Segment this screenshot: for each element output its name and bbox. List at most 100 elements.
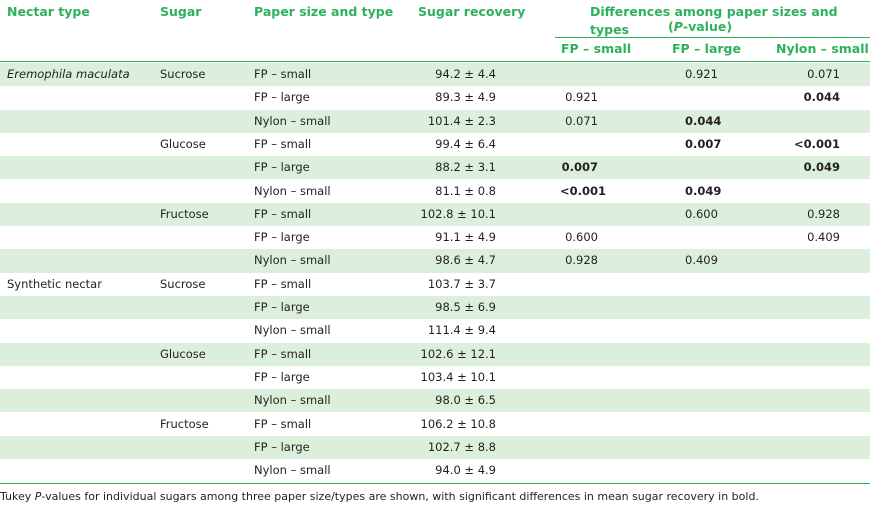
cell-sugar: Glucose — [160, 346, 206, 361]
cell-sugar: Sucrose — [160, 276, 206, 291]
table-row: Fructose FP – small 106.2 ± 10.8 — [0, 413, 870, 436]
cell-paper: FP – small — [254, 416, 312, 431]
footnote-after: -values for individual sugars among thre… — [41, 490, 759, 503]
cell-recovery: 103.7 ± 3.7 — [427, 276, 496, 291]
cell-sugar: Glucose — [160, 136, 206, 151]
cell-p-nylon-small: 0.044 — [803, 90, 840, 105]
cell-recovery: 99.4 ± 6.4 — [435, 136, 496, 151]
cell-p-fp-small: 0.071 — [565, 113, 598, 128]
cell-recovery: 91.1 ± 4.9 — [435, 230, 496, 245]
cell-paper: FP – large — [254, 439, 310, 454]
cell-p-fp-small: 0.600 — [565, 230, 598, 245]
cell-recovery: 102.8 ± 10.1 — [420, 206, 496, 221]
cell-p-fp-large — [685, 273, 715, 296]
cell-p-fp-small — [560, 296, 598, 319]
cell-recovery: 103.4 ± 10.1 — [420, 369, 496, 384]
cell-p-nylon-small — [780, 436, 840, 459]
cell-p-fp-large: 0.049 — [685, 183, 722, 198]
cell-p-nylon-small: 0.071 — [807, 67, 840, 81]
table-row: FP – large 88.2 ± 3.1 0.007 0.049 — [0, 156, 870, 180]
cell-paper: FP – small — [254, 346, 312, 361]
cell-recovery: 106.2 ± 10.8 — [420, 416, 496, 431]
cell-p-fp-large — [685, 459, 715, 482]
cell-p-nylon-small — [780, 319, 840, 342]
cell-p-nylon-small — [780, 343, 840, 366]
cell-paper: FP – small — [254, 276, 312, 291]
cell-paper: Nylon – small — [254, 113, 331, 128]
header-pvalue-p: P — [673, 19, 683, 34]
cell-p-nylon-small: <0.001 — [793, 136, 840, 151]
footnote-p: P — [34, 490, 42, 503]
cell-p-fp-large — [685, 366, 715, 389]
cell-p-nylon-small: 0.409 — [807, 230, 840, 245]
cell-p-nylon-small — [780, 296, 840, 319]
cell-p-fp-large: 0.600 — [685, 206, 718, 221]
cell-p-fp-large — [685, 226, 715, 249]
header-fp-small: FP – small — [561, 41, 632, 56]
cell-p-fp-small — [560, 133, 598, 156]
cell-recovery: 102.6 ± 12.1 — [420, 346, 496, 361]
cell-p-fp-large — [685, 343, 715, 366]
cell-recovery: 94.2 ± 4.4 — [435, 67, 496, 81]
cell-paper: Nylon – small — [254, 323, 331, 338]
table-row: Nylon – small 94.0 ± 4.9 — [0, 459, 870, 482]
cell-p-nylon-small — [780, 413, 840, 436]
table-row: FP – large 89.3 ± 4.9 0.921 0.044 — [0, 86, 870, 109]
cell-p-nylon-small — [780, 273, 840, 296]
cell-paper: FP – small — [254, 206, 312, 221]
table-row: Glucose FP – small 102.6 ± 12.1 — [0, 342, 870, 366]
cell-paper: FP – large — [254, 160, 310, 175]
header-nylon-small: Nylon – small — [776, 41, 869, 56]
cell-recovery: 81.1 ± 0.8 — [435, 183, 496, 198]
cell-p-nylon-small: 0.928 — [807, 206, 840, 221]
cell-p-fp-small: <0.001 — [560, 183, 607, 198]
cell-paper: Nylon – small — [254, 183, 331, 198]
cell-p-fp-small — [560, 273, 598, 296]
cell-p-fp-small — [560, 436, 598, 459]
cell-p-fp-small — [560, 203, 598, 226]
header-pvalue: (P-value) — [668, 18, 732, 36]
table-row: Glucose FP – small 99.4 ± 6.4 0.007 <0.001 — [0, 133, 870, 156]
cell-p-fp-large — [685, 296, 715, 319]
cell-p-fp-small — [560, 389, 598, 412]
cell-recovery: 98.6 ± 4.7 — [435, 253, 496, 268]
cell-p-fp-large: 0.007 — [685, 136, 722, 151]
cell-p-nylon-small — [780, 110, 840, 133]
table-row: Eremophila maculata Sucrose FP – small 94.2… — [0, 63, 870, 87]
table-row: Nylon – small 111.4 ± 9.4 — [0, 319, 870, 342]
header-differences: Differences among paper sizes and types — [590, 4, 838, 37]
cell-p-fp-small — [560, 366, 598, 389]
cell-p-fp-small — [560, 413, 598, 436]
cell-p-fp-small — [560, 319, 598, 342]
cell-p-nylon-small — [780, 459, 840, 482]
header-rule — [0, 61, 870, 62]
cell-sugar: Sucrose — [160, 67, 206, 81]
cell-p-fp-small: 0.921 — [565, 90, 598, 105]
cell-p-fp-small — [560, 459, 598, 482]
table-row: Nylon – small 101.4 ± 2.3 0.071 0.044 — [0, 109, 870, 133]
cell-paper: Nylon – small — [254, 393, 331, 408]
table-row: Nylon – small 98.0 ± 6.5 — [0, 389, 870, 413]
table-row: FP – large 102.7 ± 8.8 — [0, 435, 870, 460]
cell-p-fp-large — [685, 319, 715, 342]
cell-p-fp-large — [685, 413, 715, 436]
header-pvalue-text: -value) — [682, 19, 733, 34]
table-row: Synthetic nectar Sucrose FP – small 103.7 ±… — [0, 273, 870, 296]
cell-p-nylon-small — [780, 249, 840, 272]
cell-recovery: 98.0 ± 6.5 — [435, 393, 496, 408]
cell-sugar: Fructose — [160, 416, 209, 431]
table-header: Nectar type Sugar Paper size and type Su… — [0, 0, 870, 58]
cell-p-fp-large — [685, 436, 715, 459]
cell-p-fp-large — [685, 156, 715, 179]
cell-paper: FP – large — [254, 230, 310, 245]
cell-p-nylon-small — [780, 389, 840, 412]
cell-paper: Nylon – small — [254, 463, 331, 478]
cell-paper: Nylon – small — [254, 253, 331, 268]
cell-p-fp-large: 0.921 — [685, 67, 718, 81]
cell-p-fp-small — [560, 63, 598, 86]
cell-recovery: 89.3 ± 4.9 — [435, 90, 496, 105]
cell-sugar: Fructose — [160, 206, 209, 221]
table-row: FP – large 98.5 ± 6.9 — [0, 296, 870, 320]
table-row: FP – large 103.4 ± 10.1 — [0, 366, 870, 389]
cell-p-fp-small: 0.928 — [565, 253, 598, 268]
